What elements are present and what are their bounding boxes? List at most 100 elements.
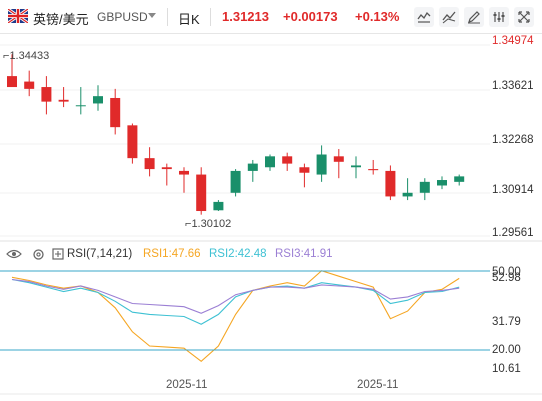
candle[interactable] <box>333 149 344 179</box>
candle-body <box>110 97 121 128</box>
candle[interactable] <box>24 70 35 97</box>
price-axis-label: 1.33621 <box>492 80 534 92</box>
candle-body <box>247 163 258 171</box>
candle-body <box>213 201 224 211</box>
candle-body <box>75 105 86 107</box>
rsi1-line <box>11 270 460 363</box>
candle-body <box>58 99 69 102</box>
candle-body <box>419 181 430 193</box>
candle[interactable] <box>41 76 52 115</box>
candle[interactable] <box>93 85 103 111</box>
price-axis-label: 1.34974 <box>492 35 534 47</box>
candle-body <box>24 81 35 89</box>
divider <box>210 8 211 26</box>
draw-button[interactable] <box>464 7 484 27</box>
draw-icon <box>468 11 480 24</box>
candle[interactable] <box>247 159 258 182</box>
candle-body <box>196 174 207 212</box>
candle-body <box>299 167 310 173</box>
candle-body <box>265 156 275 168</box>
compare-button[interactable] <box>439 7 459 27</box>
price-change-percent: +0.13% <box>355 9 400 24</box>
candle[interactable] <box>230 169 241 197</box>
rsi-axis-label: 10.61 <box>492 363 521 375</box>
candle-body <box>144 158 155 170</box>
eye-icon[interactable] <box>6 248 22 263</box>
candle[interactable] <box>351 156 361 179</box>
price-axis-label: 1.29561 <box>492 227 534 239</box>
candle[interactable] <box>437 176 447 190</box>
candle[interactable] <box>368 159 379 175</box>
rsi2-value: RSI2:42.48 <box>209 248 267 260</box>
rsi-axis-label: 20.00 <box>492 344 521 356</box>
low-annotation: ⌐1.30102 <box>185 218 232 230</box>
candle-body <box>282 156 293 164</box>
last-price: 1.31213 <box>222 9 269 24</box>
candle[interactable] <box>75 87 86 115</box>
price-axis-label: 1.30914 <box>492 184 534 196</box>
candle-body <box>230 170 241 193</box>
low-value: 1.30102 <box>191 218 232 230</box>
candle[interactable] <box>196 167 207 215</box>
rsi3-line <box>11 278 460 314</box>
candle[interactable] <box>419 178 430 201</box>
fullscreen-icon <box>518 11 530 23</box>
candle-body <box>351 165 361 168</box>
candle-body <box>402 192 413 197</box>
candle[interactable] <box>7 54 17 88</box>
rsi-axis-label: 31.79 <box>492 316 521 328</box>
settings-button[interactable] <box>489 7 509 27</box>
rsi-label: RSI(7,14,21) <box>67 248 133 260</box>
candle[interactable] <box>299 163 310 188</box>
candle[interactable] <box>58 87 69 108</box>
chevron-down-icon[interactable] <box>148 13 156 18</box>
candle-body <box>316 154 327 175</box>
header-divider <box>0 33 542 34</box>
high-value: 1.34433 <box>9 50 50 62</box>
candle-body <box>385 170 396 197</box>
candle[interactable] <box>454 174 465 186</box>
candle-body <box>93 96 103 104</box>
candle[interactable] <box>282 152 293 171</box>
candle[interactable] <box>402 178 413 201</box>
rsi2-line <box>11 278 460 325</box>
uk-flag-icon <box>8 9 28 23</box>
compare-icon <box>442 11 456 24</box>
indicator-icon <box>417 11 431 23</box>
x-axis-label: 2025-11 <box>166 379 208 391</box>
x-axis-label: 2025-11 <box>357 379 399 391</box>
candle[interactable] <box>161 163 172 186</box>
symbol-name[interactable]: 英镑/美元 <box>33 12 89 27</box>
rsi-axis-label: 52.98 <box>492 272 521 284</box>
period-selector[interactable]: 日K <box>178 12 200 27</box>
settings-icon <box>493 12 505 22</box>
candle-body <box>454 176 465 182</box>
candle-body <box>161 167 172 170</box>
gear-icon[interactable] <box>32 248 45 264</box>
chart-header: 英镑/美元 GBPUSD 日K 1.31213 +0.00173 +0.13% <box>0 0 542 34</box>
symbol-code[interactable]: GBPUSD <box>97 10 148 24</box>
rsi3-value: RSI3:41.91 <box>275 248 333 260</box>
candle[interactable] <box>127 123 138 164</box>
divider <box>167 8 168 26</box>
candle[interactable] <box>144 147 155 177</box>
expand-icon[interactable] <box>52 248 64 263</box>
rsi-axis-label: 50.00 <box>492 266 521 278</box>
candle[interactable] <box>385 165 396 201</box>
candle[interactable] <box>316 145 327 182</box>
candle-body <box>368 169 379 171</box>
candle-body <box>437 180 447 186</box>
indicator-button[interactable] <box>414 7 434 27</box>
rsi1-value: RSI1:47.66 <box>143 248 201 260</box>
candle[interactable] <box>110 88 121 135</box>
price-axis-label: 1.32268 <box>492 134 534 146</box>
candle-body <box>333 156 344 162</box>
candle[interactable] <box>213 200 224 212</box>
price-change: +0.00173 <box>283 9 338 24</box>
fullscreen-button[interactable] <box>514 7 534 27</box>
candle[interactable] <box>265 154 275 171</box>
candle-body <box>7 76 17 88</box>
candle-body <box>127 125 138 159</box>
candle[interactable] <box>179 167 189 193</box>
